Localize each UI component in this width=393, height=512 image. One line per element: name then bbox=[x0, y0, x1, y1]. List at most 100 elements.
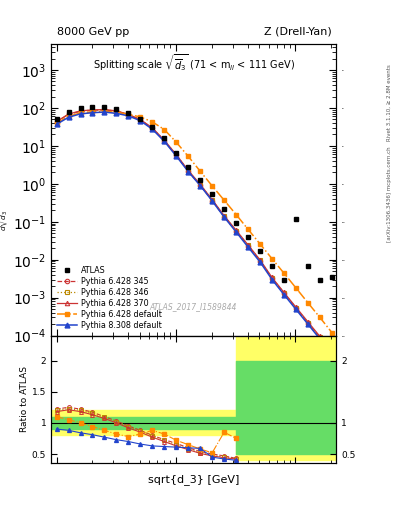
Pythia 6.428 default bbox=[126, 111, 131, 117]
Pythia 6.428 345 bbox=[162, 138, 167, 144]
Pythia 6.428 370 bbox=[174, 152, 179, 158]
Pythia 6.428 346 bbox=[294, 305, 298, 311]
Pythia 6.428 default bbox=[258, 241, 263, 247]
Pythia 8.308 default bbox=[246, 244, 250, 250]
Pythia 6.428 345 bbox=[114, 108, 119, 114]
ATLAS bbox=[330, 274, 334, 280]
ATLAS bbox=[210, 190, 215, 197]
Line: Pythia 6.428 default: Pythia 6.428 default bbox=[54, 109, 334, 335]
Pythia 8.308 default bbox=[198, 182, 202, 188]
Pythia 6.428 346 bbox=[306, 319, 310, 326]
Pythia 6.428 default bbox=[198, 168, 202, 174]
Pythia 6.428 345 bbox=[318, 335, 322, 341]
Pythia 8.308 default bbox=[306, 321, 310, 327]
Pythia 6.428 346 bbox=[222, 213, 226, 219]
ATLAS bbox=[90, 104, 95, 110]
Y-axis label: Ratio to ATLAS: Ratio to ATLAS bbox=[20, 367, 29, 433]
Pythia 6.428 default bbox=[66, 113, 71, 119]
X-axis label: sqrt{d_3} [GeV]: sqrt{d_3} [GeV] bbox=[148, 474, 239, 485]
Pythia 6.428 345 bbox=[294, 305, 298, 311]
Pythia 6.428 345 bbox=[330, 350, 334, 356]
Pythia 8.308 default bbox=[126, 113, 131, 119]
Line: ATLAS: ATLAS bbox=[54, 105, 334, 282]
Pythia 6.428 default bbox=[246, 226, 250, 232]
Pythia 6.428 default bbox=[186, 153, 191, 159]
Pythia 6.428 370 bbox=[150, 125, 155, 131]
Pythia 6.428 default bbox=[210, 183, 215, 189]
ATLAS bbox=[294, 216, 298, 222]
Pythia 8.308 default bbox=[114, 110, 119, 116]
Pythia 6.428 346 bbox=[258, 257, 263, 263]
Pythia 6.428 346 bbox=[54, 119, 59, 125]
Pythia 6.428 345 bbox=[66, 111, 71, 117]
Pythia 6.428 346 bbox=[186, 168, 191, 174]
Pythia 8.308 default bbox=[54, 121, 59, 127]
Pythia 8.308 default bbox=[138, 118, 143, 124]
Pythia 6.428 370 bbox=[270, 274, 274, 281]
Pythia 6.428 default bbox=[306, 300, 310, 306]
Pythia 8.308 default bbox=[258, 259, 263, 265]
Pythia 6.428 default bbox=[90, 109, 95, 115]
ATLAS bbox=[54, 116, 59, 122]
Pythia 6.428 default bbox=[318, 314, 322, 321]
ATLAS bbox=[306, 263, 310, 269]
Pythia 6.428 370 bbox=[282, 289, 286, 295]
Pythia 6.428 370 bbox=[234, 227, 239, 233]
Pythia 6.428 345 bbox=[78, 108, 83, 114]
Pythia 6.428 346 bbox=[282, 290, 286, 296]
Pythia 8.308 default bbox=[210, 198, 215, 204]
ATLAS bbox=[138, 116, 143, 122]
ATLAS bbox=[102, 104, 107, 110]
ATLAS bbox=[198, 177, 202, 183]
Pythia 8.308 default bbox=[174, 153, 179, 159]
Pythia 6.428 346 bbox=[138, 117, 143, 123]
Pythia 8.308 default bbox=[90, 110, 95, 116]
Pythia 6.428 default bbox=[234, 211, 239, 218]
Pythia 6.428 345 bbox=[210, 198, 215, 204]
Pythia 8.308 default bbox=[270, 276, 274, 283]
ATLAS bbox=[318, 276, 322, 283]
Pythia 6.428 345 bbox=[186, 168, 191, 174]
Pythia 6.428 370 bbox=[102, 106, 107, 113]
Pythia 6.428 345 bbox=[54, 119, 59, 125]
Text: Rivet 3.1.10, ≥ 2.8M events: Rivet 3.1.10, ≥ 2.8M events bbox=[387, 64, 392, 141]
Pythia 8.308 default bbox=[66, 114, 71, 120]
Pythia 6.428 345 bbox=[150, 125, 155, 132]
Pythia 6.428 345 bbox=[246, 243, 250, 249]
Y-axis label: $\frac{d\sigma}{d\sqrt{\overline{d}_{3}}}$ [pb,GeV$^{-1}$]: $\frac{d\sigma}{d\sqrt{\overline{d}_{3}}… bbox=[0, 147, 10, 231]
Pythia 6.428 370 bbox=[246, 242, 250, 248]
Pythia 6.428 370 bbox=[258, 257, 263, 263]
Pythia 6.428 346 bbox=[330, 349, 334, 355]
ATLAS bbox=[126, 110, 131, 116]
Pythia 6.428 370 bbox=[198, 181, 202, 187]
Pythia 6.428 345 bbox=[306, 321, 310, 327]
ATLAS bbox=[282, 276, 286, 283]
Pythia 6.428 default bbox=[330, 330, 334, 336]
Pythia 6.428 346 bbox=[150, 125, 155, 131]
Text: [arXiv:1306.3436] mcplots.cern.ch: [arXiv:1306.3436] mcplots.cern.ch bbox=[387, 147, 392, 242]
Pythia 8.308 default bbox=[150, 126, 155, 132]
ATLAS bbox=[234, 220, 239, 226]
Pythia 6.428 346 bbox=[66, 111, 71, 117]
Pythia 6.428 346 bbox=[162, 137, 167, 143]
Pythia 6.428 346 bbox=[318, 334, 322, 340]
Pythia 6.428 default bbox=[114, 109, 119, 115]
ATLAS bbox=[222, 206, 226, 212]
Pythia 6.428 346 bbox=[270, 275, 274, 281]
Pythia 8.308 default bbox=[294, 306, 298, 312]
Pythia 8.308 default bbox=[102, 109, 107, 115]
Pythia 6.428 345 bbox=[198, 182, 202, 188]
Pythia 6.428 346 bbox=[78, 108, 83, 114]
Pythia 6.428 370 bbox=[306, 319, 310, 325]
Line: Pythia 6.428 345: Pythia 6.428 345 bbox=[54, 108, 334, 355]
Pythia 6.428 345 bbox=[90, 107, 95, 113]
Pythia 6.428 default bbox=[222, 197, 226, 203]
Pythia 6.428 345 bbox=[270, 275, 274, 282]
Pythia 8.308 default bbox=[78, 111, 83, 117]
Pythia 6.428 346 bbox=[210, 197, 215, 203]
Pythia 6.428 345 bbox=[138, 117, 143, 123]
Pythia 6.428 346 bbox=[126, 112, 131, 118]
ATLAS bbox=[186, 164, 191, 170]
Pythia 8.308 default bbox=[186, 168, 191, 175]
Pythia 6.428 default bbox=[54, 120, 59, 126]
